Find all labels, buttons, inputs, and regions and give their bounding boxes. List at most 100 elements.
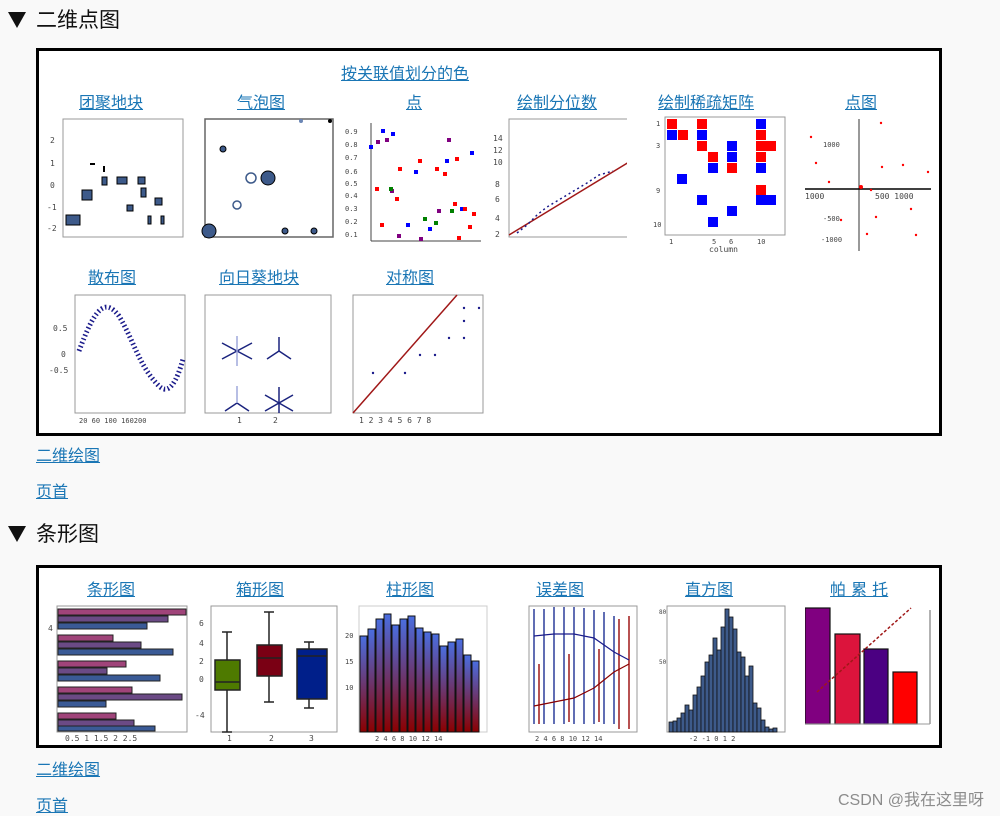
svg-text:-1: -1 [47,203,57,212]
link-pareto-chart[interactable]: 帕 累 托 [830,580,889,599]
histogram-thumbnail[interactable]: 80 50 -2 -1 0 1 2 [659,604,789,742]
svg-text:-1000: -1000 [821,236,842,244]
link-histogram[interactable]: 直方图 [685,580,734,599]
svg-text:0.4: 0.4 [345,192,358,200]
svg-text:500 1000: 500 1000 [875,192,914,201]
link-column-chart[interactable]: 柱形图 [386,580,435,599]
svg-text:0.5 1 1.5 2 2.5: 0.5 1 1.5 2 2.5 [65,734,137,742]
svg-text:1: 1 [656,120,660,128]
sparse-matrix-thumbnail[interactable]: 1 3 9 10 1 5 6 10 column [653,113,793,253]
link-error-plot[interactable]: 误差图 [536,580,585,599]
link-2d-plotting[interactable]: 二维绘图 [36,446,101,465]
svg-text:1 2 3 4 5 6 7 8: 1 2 3 4 5 6 7 8 [359,416,431,425]
svg-text:80: 80 [659,609,667,616]
svg-text:5: 5 [712,238,716,246]
svg-text:1000: 1000 [823,141,840,149]
dot-plot-thumbnail[interactable]: 1000 500 1000 1000 -500 -1000 [801,117,941,253]
svg-text:-500: -500 [823,215,840,223]
svg-text:0.6: 0.6 [345,168,358,176]
svg-text:0.2: 0.2 [345,218,358,226]
svg-text:0.7: 0.7 [345,154,358,162]
svg-text:3: 3 [309,734,314,742]
link-cluster-plot[interactable]: 团聚地块 [79,93,144,112]
link-2d-plotting[interactable]: 二维绘图 [36,760,101,779]
svg-text:1000: 1000 [805,192,824,201]
svg-text:1: 1 [669,238,673,246]
link-page-top[interactable]: 页首 [36,482,69,501]
color-points-thumbnail[interactable]: 0.9 0.8 0.7 0.6 0.5 0.4 0.3 0.2 0.1 [345,117,485,247]
svg-text:1: 1 [237,416,242,425]
sunflower-plot-thumbnail[interactable]: 21 [197,291,337,431]
link-scatter-plot[interactable]: 散布图 [88,268,137,287]
link-points[interactable]: 点 [406,93,423,112]
link-box-plot[interactable]: 箱形图 [236,580,285,599]
svg-text:10: 10 [653,221,661,229]
link-symmetry-plot[interactable]: 对称图 [386,268,435,287]
link-sparse-matrix-plot[interactable]: 绘制稀疏矩阵 [658,93,755,112]
error-plot-thumbnail[interactable]: 2 4 6 8 10 12 14 [519,604,639,742]
svg-text:9: 9 [656,187,660,195]
collapse-triangle-icon [8,526,26,542]
section-title: 二维点图 [36,8,120,32]
svg-text:10: 10 [345,684,353,692]
link-page-top[interactable]: 页首 [36,796,69,815]
svg-text:0: 0 [61,350,66,359]
svg-text:-4: -4 [195,711,205,720]
svg-text:0: 0 [199,675,204,684]
svg-text:0.5: 0.5 [345,180,358,188]
svg-text:2: 2 [50,136,55,145]
scatter-plot-thumbnail[interactable]: 0.5 0 -0.5 20 60 100 160200 [49,291,189,431]
svg-text:0.5: 0.5 [53,324,68,333]
link-color-by-value[interactable]: 按关联值划分的色 [341,64,470,83]
symmetry-plot-thumbnail[interactable]: 1 2 3 4 5 6 7 8 [345,291,485,431]
svg-text:6: 6 [199,619,204,628]
pareto-chart-thumbnail[interactable] [805,604,937,742]
link-dot-plot[interactable]: 点图 [845,93,878,112]
link-bar-chart[interactable]: 条形图 [87,580,136,599]
section-toggle-2d-point-plots[interactable]: 二维点图 [8,4,120,34]
section-toggle-bar-charts[interactable]: 条形图 [8,518,99,548]
svg-text:20 60 100 160200: 20 60 100 160200 [79,417,146,425]
svg-text:1: 1 [227,734,232,742]
quantile-plot-thumbnail[interactable]: 14 12 10 8 6 4 2 [487,117,627,247]
svg-text:14: 14 [493,134,503,143]
link-sunflower-plot[interactable]: 向日葵地块 [219,268,300,287]
svg-text:-2: -2 [47,224,57,233]
box-plot-thumbnail[interactable]: 6 4 2 0 -4 1 2 3 [195,604,340,742]
bubble-plot-thumbnail[interactable] [197,117,337,247]
svg-text:2: 2 [273,416,278,425]
svg-text:4: 4 [495,214,500,223]
sparse-xlabel: column [709,245,738,253]
svg-text:20: 20 [345,632,353,640]
svg-text:10: 10 [757,238,765,246]
svg-text:12: 12 [493,146,503,155]
svg-text:15: 15 [345,658,353,666]
section-title: 条形图 [36,522,99,546]
cluster-plot-thumbnail[interactable]: 2 1 0 -1 -2 [47,117,187,247]
svg-text:6: 6 [729,238,733,246]
svg-text:3: 3 [656,142,660,150]
svg-text:0.8: 0.8 [345,141,358,149]
svg-text:0.1: 0.1 [345,231,358,239]
svg-text:2: 2 [269,734,274,742]
svg-text:6: 6 [495,195,500,204]
svg-text:10: 10 [493,158,503,167]
svg-text:0.3: 0.3 [345,205,358,213]
svg-text:1: 1 [50,159,55,168]
svg-text:2: 2 [495,230,500,239]
svg-text:-0.5: -0.5 [49,366,68,375]
svg-text:2 4 6 8 10 12 14: 2 4 6 8 10 12 14 [375,735,442,742]
link-bubble-plot[interactable]: 气泡图 [237,93,286,112]
svg-text:50: 50 [659,659,667,666]
column-chart-thumbnail[interactable]: 20 15 10 2 4 6 8 10 12 14 [345,604,490,742]
svg-text:2 4 6 8 10 12 14: 2 4 6 8 10 12 14 [535,735,602,742]
svg-text:-2 -1 0 1 2: -2 -1 0 1 2 [689,735,735,742]
link-quantile-plot[interactable]: 绘制分位数 [517,93,598,112]
svg-text:2: 2 [199,657,204,666]
svg-text:4: 4 [199,639,204,648]
svg-text:0: 0 [50,181,55,190]
svg-text:8: 8 [495,180,500,189]
svg-text:0.9: 0.9 [345,128,358,136]
bar-chart-thumbnail[interactable]: 4 0.5 1 1.5 2 2.5 [45,604,190,742]
